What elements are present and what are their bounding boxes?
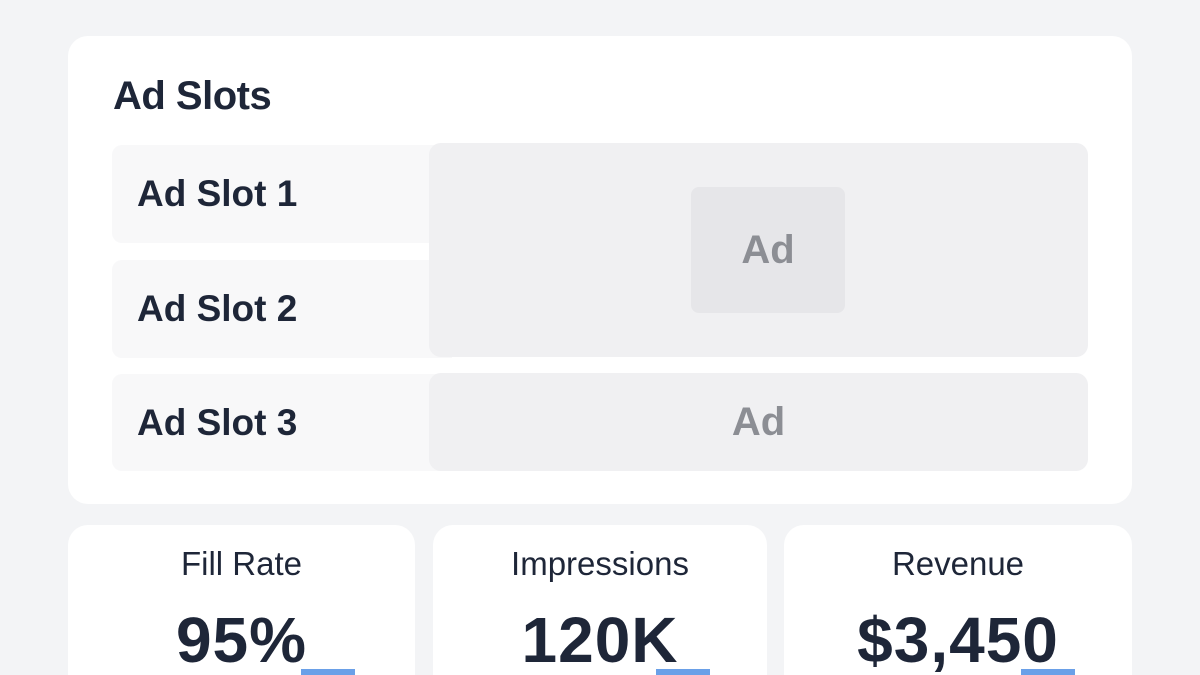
metric-trend-bar [301,669,355,675]
ad-slot-row-1[interactable]: Ad Slot 1 [112,145,452,243]
metric-label: Impressions [511,545,689,582]
ad-placeholder-text: Ad [731,399,786,444]
ad-creative-placeholder: Ad [691,187,845,313]
metric-value: 120K [521,604,679,675]
metric-card-fill-rate: Fill Rate 95% [68,525,415,675]
metric-value: $3,450 [857,604,1059,675]
metric-label: Revenue [891,545,1025,582]
ad-slot-row-3[interactable]: Ad Slot 3 [112,374,452,471]
metric-trend-bar [1021,669,1075,675]
ad-slots-panel: Ad Slots Ad Slot 1 Ad Slot 2 Ad Slot 3 A… [68,36,1132,504]
ad-slot-label: Ad Slot 2 [137,288,298,329]
metric-label: Fill Rate [180,545,303,582]
ad-slot-row-2[interactable]: Ad Slot 2 [112,260,452,358]
panel-title: Ad Slots [113,74,272,118]
metric-card-revenue: Revenue $3,450 [784,525,1132,675]
ad-slot-label: Ad Slot 1 [137,173,298,214]
ad-slot-label: Ad Slot 3 [137,401,298,443]
ad-placeholder-text: Ad [741,227,795,272]
metric-trend-bar [656,669,710,675]
ad-preview-banner: Ad [429,373,1088,471]
metric-value: 95% [175,604,308,675]
metric-card-impressions: Impressions 120K [433,525,767,675]
ad-preview-large: Ad [429,143,1088,357]
